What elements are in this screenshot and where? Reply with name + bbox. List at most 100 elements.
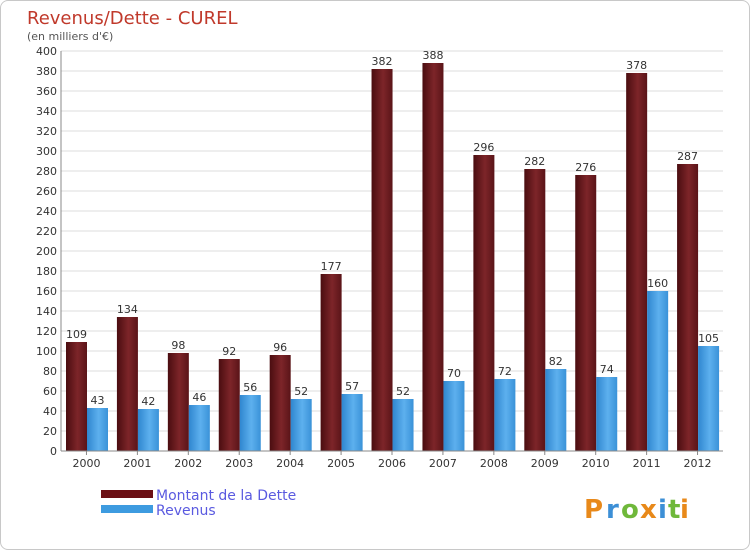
- x-tick-label: 2011: [633, 457, 661, 470]
- y-tick-label: 60: [43, 385, 57, 398]
- bar-debt: [422, 63, 444, 451]
- logo-letter: i: [658, 495, 667, 525]
- bar-revenus: [290, 399, 312, 451]
- bar-revenus: [494, 379, 516, 451]
- y-tick-label: 120: [36, 325, 57, 338]
- bar-debt: [626, 73, 648, 451]
- bar-debt: [218, 359, 240, 451]
- y-tick-label: 260: [36, 185, 57, 198]
- y-tick-label: 160: [36, 285, 57, 298]
- data-label: 177: [321, 260, 342, 273]
- data-label: 72: [498, 365, 512, 378]
- bar-revenus: [392, 399, 414, 451]
- y-tick-label: 20: [43, 425, 57, 438]
- bar-revenus: [341, 394, 363, 451]
- chart-subtitle: (en milliers d'€): [27, 30, 113, 43]
- bar-revenus: [239, 395, 261, 451]
- chart-title: Revenus/Dette - CUREL: [27, 8, 237, 29]
- data-label: 42: [141, 395, 155, 408]
- data-label: 282: [524, 155, 545, 168]
- data-label: 56: [243, 381, 257, 394]
- legend-label-debt: Montant de la Dette: [156, 488, 296, 504]
- y-tick-label: 380: [36, 65, 57, 78]
- x-tick-label: 2000: [72, 457, 100, 470]
- bar-revenus: [188, 405, 210, 451]
- bar-debt: [66, 342, 87, 451]
- bars: 109 43 134 42 98 46 92 56 96 52 177 57 382 52 388 70 296…: [66, 49, 720, 451]
- bar-debt: [677, 164, 699, 451]
- y-tick-label: 320: [36, 125, 57, 138]
- bar-debt: [524, 169, 546, 451]
- bar-debt: [371, 69, 393, 451]
- bar-debt: [473, 155, 495, 451]
- data-label: 92: [222, 345, 236, 358]
- legend-label-revenus: Revenus: [156, 503, 216, 519]
- x-tick-label: 2003: [225, 457, 253, 470]
- logo-letter: r: [606, 495, 619, 525]
- bar-debt: [575, 175, 597, 451]
- data-label: 382: [372, 55, 393, 68]
- logo-letter: o: [621, 495, 639, 525]
- y-tick-label: 0: [50, 445, 57, 458]
- data-label: 296: [473, 141, 494, 154]
- bar-debt: [167, 353, 189, 451]
- legend-swatch-debt: [101, 490, 153, 498]
- data-label: 70: [447, 367, 461, 380]
- y-tick-label: 180: [36, 265, 57, 278]
- x-tick-label: 2010: [582, 457, 610, 470]
- logo-letter: i: [680, 495, 689, 525]
- legend: Montant de la Dette Revenus: [101, 488, 296, 519]
- bar-revenus: [137, 409, 159, 451]
- logo-letter: x: [640, 495, 657, 525]
- y-tick-label: 220: [36, 225, 57, 238]
- y-tick-label: 400: [36, 45, 57, 58]
- data-label: 98: [171, 339, 185, 352]
- data-label: 378: [626, 59, 647, 72]
- data-label: 57: [345, 380, 359, 393]
- y-tick-label: 140: [36, 305, 57, 318]
- y-tick-label: 280: [36, 165, 57, 178]
- data-label: 105: [698, 332, 719, 345]
- y-axis: 0 20 40 60 80 100 120 140 160 180 200 220 240 260 280 3…: [36, 45, 62, 458]
- x-tick-label: 2008: [480, 457, 508, 470]
- legend-swatch-revenus: [101, 505, 153, 513]
- y-tick-label: 200: [36, 245, 57, 258]
- data-label: 74: [600, 363, 614, 376]
- x-tick-label: 2004: [276, 457, 304, 470]
- x-tick-label: 2006: [378, 457, 406, 470]
- x-tick-label: 2005: [327, 457, 355, 470]
- data-label: 46: [192, 391, 206, 404]
- x-tick-label: 2002: [174, 457, 202, 470]
- x-tick-label: 2009: [531, 457, 559, 470]
- x-tick-label: 2012: [684, 457, 712, 470]
- data-label: 109: [66, 328, 87, 341]
- y-tick-label: 340: [36, 105, 57, 118]
- bar-debt: [269, 355, 291, 451]
- data-label: 52: [294, 385, 308, 398]
- x-tick-label: 2007: [429, 457, 457, 470]
- data-label: 388: [422, 49, 443, 62]
- y-tick-label: 360: [36, 85, 57, 98]
- data-label: 287: [677, 150, 698, 163]
- bar-debt: [320, 274, 342, 451]
- bar-debt: [116, 317, 138, 451]
- data-label: 43: [91, 394, 105, 407]
- bar-revenus: [698, 346, 720, 451]
- data-label: 160: [647, 277, 668, 290]
- y-tick-label: 80: [43, 365, 57, 378]
- y-tick-label: 300: [36, 145, 57, 158]
- data-label: 82: [549, 355, 563, 368]
- bar-revenus: [87, 408, 108, 451]
- y-tick-label: 240: [36, 205, 57, 218]
- data-label: 52: [396, 385, 410, 398]
- bar-revenus: [443, 381, 465, 451]
- data-label: 134: [117, 303, 138, 316]
- y-tick-label: 100: [36, 345, 57, 358]
- logo-letter: t: [668, 495, 680, 525]
- logo-letter: P: [584, 495, 603, 525]
- bar-revenus: [545, 369, 567, 451]
- y-tick-label: 40: [43, 405, 57, 418]
